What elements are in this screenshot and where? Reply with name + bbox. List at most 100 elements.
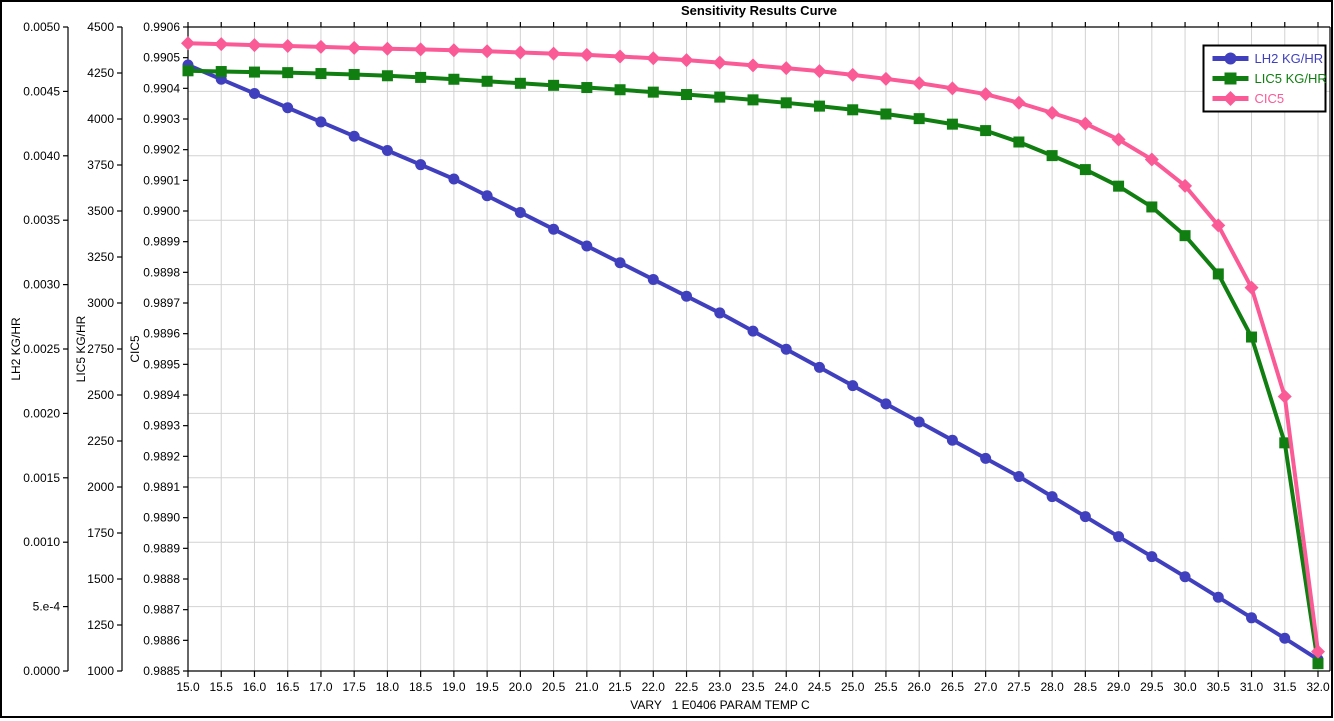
x-tick-label: 27.5 [1007,680,1031,694]
y-tick-label: 3000 [87,296,114,310]
y-tick-label: 0.9892 [143,449,180,463]
y-tick-label: 3250 [87,250,114,264]
legend-item-lic5-kg-hr: LIC5 KG/HR [1212,71,1327,86]
data-point-marker [415,159,427,171]
y-tick-label: 0.0025 [23,342,60,356]
data-point-marker [282,67,294,79]
x-tick-label: 15.5 [210,680,234,694]
data-point-marker [1146,201,1158,213]
data-point-marker [1279,437,1291,449]
x-tick-label: 23.5 [741,680,765,694]
data-point-marker [880,108,892,120]
x-tick-label: 15.0 [176,680,200,694]
y-tick-label: 0.0030 [23,278,60,292]
y-tick-label: 0.9891 [143,480,180,494]
y-tick-label: 0.0050 [23,20,60,34]
data-point-marker [315,116,327,128]
data-point-marker [613,49,628,64]
y-tick-label: 1750 [87,526,114,540]
y-tick-label: 0.9905 [143,51,180,65]
data-point-marker [481,75,493,87]
y-tick-label: 0.0035 [23,213,60,227]
x-tick-label: 16.0 [243,680,267,694]
data-point-marker [181,36,195,51]
data-point-marker [347,40,362,55]
data-point-marker [546,46,561,61]
y-tick-label: 0.9887 [143,603,180,617]
y-tick-label: 0.9890 [143,511,180,525]
y-tick-label: 0.9897 [143,296,180,310]
y-tick-label: 0.9886 [143,633,180,647]
x-tick-label: 21.5 [608,680,632,694]
data-point-marker [1179,571,1191,583]
data-point-marker [214,37,229,52]
series-lh2-kg-hr [182,59,1324,665]
x-tick-label: 23.0 [708,680,732,694]
data-point-marker [1211,218,1226,233]
data-point-marker [913,416,925,428]
y-tick-label: 0.9895 [143,357,180,371]
data-point-marker [847,380,859,392]
chart-title: Sensitivity Results Curve [680,3,838,18]
data-point-marker [1223,91,1238,106]
y-axis-lic5: 4500 4250 4000 3750 3500 3250 3000 2750 2500 2250… [87,20,123,678]
y-tick-label: 0.9888 [143,572,180,586]
y-tick-label: 4250 [87,66,114,80]
data-point-marker [714,307,726,319]
x-tick-label: 24.5 [808,680,832,694]
y-tick-label: 4000 [87,112,114,126]
data-point-marker [1046,491,1058,503]
x-tick-label: 28.0 [1040,680,1064,694]
x-tick-label: 18.0 [376,680,400,694]
data-point-marker [413,42,428,57]
x-tick-label: 30.0 [1173,680,1197,694]
y-tick-label: 0.0010 [23,535,60,549]
x-axis-ticks: 15.0 15.5 16.0 16.5 17.0 17.5 18.0 18.5 19.0 19.5… [176,680,1330,694]
data-point-marker [614,257,626,269]
data-point-marker [813,361,825,373]
data-point-marker [481,190,493,202]
y-tick-label: 0.9893 [143,419,180,433]
data-point-marker [1013,136,1025,148]
data-point-marker [1224,52,1237,65]
data-point-marker [647,86,659,98]
x-tick-label: 20.5 [542,680,566,694]
y-tick-label: 2750 [87,342,114,356]
data-point-marker [1246,612,1258,624]
data-point-marker [946,434,958,446]
data-point-marker [812,64,827,79]
data-point-marker [1045,105,1060,120]
x-tick-label: 26.0 [907,680,931,694]
data-point-marker [248,66,260,78]
data-point-marker [647,273,659,285]
data-point-marker [747,325,759,337]
data-point-marker [712,55,727,70]
data-point-marker [747,94,759,106]
data-point-marker [448,73,460,85]
x-tick-label: 31.5 [1273,680,1297,694]
series-lic5-kg-hr [182,65,1324,670]
x-tick-label: 22.0 [642,680,666,694]
data-point-marker [1113,180,1125,192]
data-point-marker [248,87,260,99]
x-tick-label: 19.0 [442,680,466,694]
x-tick-label: 27.0 [974,680,998,694]
data-point-marker [813,100,825,112]
legend: LH2 KG/HR LIC5 KG/HR CIC5 [1202,44,1327,113]
data-point-marker [714,91,726,103]
data-point-marker [681,290,693,302]
data-point-marker [845,67,860,82]
data-point-marker [1212,268,1224,280]
data-point-marker [1078,116,1093,131]
legend-item-lh2-kg-hr: LH2 KG/HR [1212,51,1323,66]
y-tick-label: 4500 [87,20,114,34]
data-point-marker [282,102,294,114]
data-point-marker [313,39,328,54]
data-point-marker [514,206,526,218]
data-point-marker [1212,591,1224,603]
data-point-marker [880,398,892,410]
y-tick-label: 0.0000 [23,664,60,678]
x-tick-label: 19.5 [475,680,499,694]
data-point-marker [946,118,958,130]
